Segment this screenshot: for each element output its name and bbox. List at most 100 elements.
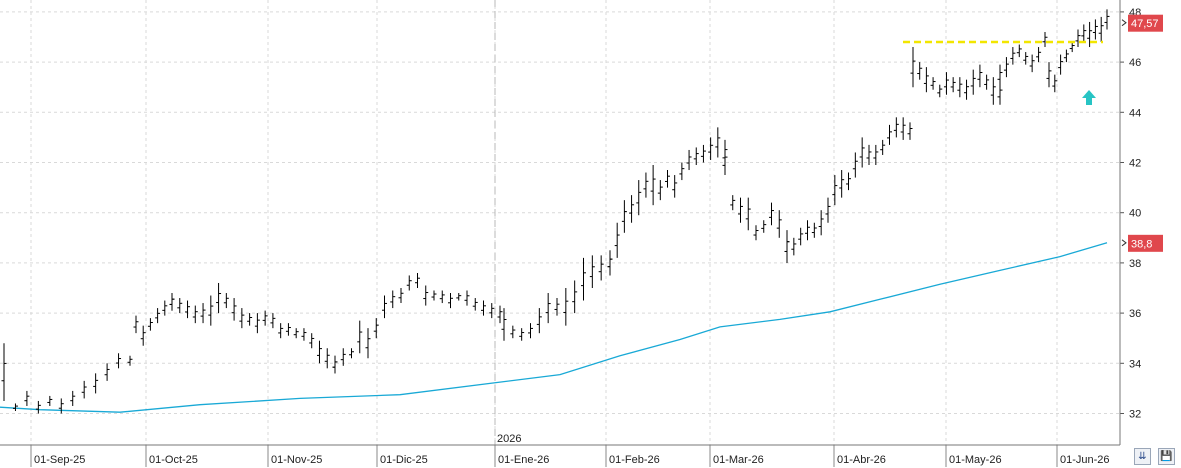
y-tick-label: 38	[1129, 258, 1141, 270]
price-bar	[192, 305, 198, 324]
price-bar	[133, 315, 139, 334]
price-bar	[589, 255, 595, 288]
price-bar	[301, 328, 307, 341]
price-bar	[776, 210, 782, 238]
price-bar	[825, 197, 831, 223]
price-bar	[373, 318, 379, 339]
price-bar	[930, 77, 936, 90]
price-bar	[1003, 57, 1009, 78]
x-tick-label: 01-Nov-25	[271, 454, 322, 466]
price-bar	[598, 255, 604, 281]
y-tick-label: 46	[1129, 57, 1141, 69]
price-bar	[510, 325, 516, 339]
price-bar	[715, 127, 721, 158]
price-bar	[769, 202, 774, 226]
price-bar	[679, 162, 685, 181]
price-bar	[818, 210, 824, 236]
price-bar	[169, 293, 175, 311]
price-bar	[997, 64, 1003, 88]
y-tick-label: 32	[1129, 409, 1141, 421]
price-bar	[708, 137, 714, 160]
price-bar	[839, 170, 845, 198]
price-bar	[406, 275, 412, 291]
price-bar	[607, 250, 613, 276]
price-bar	[254, 313, 260, 334]
price-bar	[798, 227, 804, 246]
scroll-down-button[interactable]: ⇊	[1134, 448, 1151, 465]
price-bar	[887, 124, 892, 145]
x-tick-label: 01-Jun-26	[1060, 454, 1110, 466]
price-bar	[58, 398, 64, 414]
x-tick-label: 01-Sep-25	[34, 454, 85, 466]
y-tick-label: 34	[1129, 358, 1141, 370]
price-bar	[880, 139, 886, 155]
price-bar	[415, 272, 420, 288]
price-bar	[35, 400, 41, 414]
price-bar	[1029, 54, 1035, 73]
price-bar	[472, 298, 478, 311]
price-bar	[162, 300, 168, 316]
price-bar	[24, 390, 30, 406]
price-bar	[686, 149, 692, 171]
y-tick-label: 36	[1129, 308, 1141, 320]
price-bar	[216, 282, 222, 314]
price-bar	[964, 79, 970, 100]
ohlc-bars	[1, 9, 1110, 414]
price-bar	[910, 47, 916, 88]
price-bar	[636, 180, 642, 216]
price-bar	[390, 290, 396, 309]
price-bar	[519, 328, 525, 341]
price-bar	[93, 373, 99, 394]
price-bar	[917, 62, 923, 80]
price-bar	[357, 320, 363, 354]
price-bar	[1092, 19, 1098, 40]
price-bar	[1104, 9, 1110, 30]
price-bar	[643, 172, 649, 198]
price-bar	[1081, 24, 1087, 43]
price-bar	[489, 303, 495, 319]
price-bar	[127, 355, 133, 366]
price-bar	[614, 222, 620, 258]
save-button[interactable]: 💾	[1158, 448, 1175, 465]
price-bar	[285, 323, 291, 336]
price-bar	[545, 293, 551, 324]
tag-background	[1128, 234, 1163, 252]
price-bar	[349, 348, 354, 359]
price-bar	[805, 220, 810, 241]
price-bar	[1063, 49, 1069, 63]
price-bar	[984, 74, 990, 90]
x-tick-label: 01-Oct-25	[149, 454, 198, 466]
price-bar	[147, 318, 153, 331]
tag-pointer	[1121, 19, 1127, 27]
price-bar	[832, 175, 838, 206]
price-bar	[554, 298, 560, 316]
price-bar	[852, 152, 858, 178]
price-bar	[761, 220, 767, 233]
price-bar	[977, 64, 983, 88]
price-bar	[1023, 52, 1029, 65]
price-bar	[200, 303, 206, 324]
price-bar	[481, 300, 486, 316]
price-bar	[937, 84, 943, 98]
moving-average-line	[0, 242, 1108, 413]
price-bar	[340, 348, 346, 366]
tag-pointer	[1121, 239, 1127, 247]
arrow-up-icon	[1082, 90, 1096, 105]
price-bar	[846, 172, 851, 191]
price-bar	[629, 195, 635, 223]
price-bar	[866, 144, 872, 166]
y-tick-label: 42	[1129, 158, 1141, 170]
price-bar	[1016, 44, 1022, 58]
price-bar	[621, 200, 627, 233]
price-bar	[1042, 31, 1048, 48]
price-bar	[439, 290, 445, 304]
price-bar	[12, 403, 18, 411]
price-bar	[722, 147, 728, 176]
price-bar	[528, 323, 533, 339]
year-marker: 2026	[494, 0, 521, 445]
price-bar	[456, 293, 462, 301]
price-bar	[1036, 47, 1042, 63]
price-bar	[859, 137, 865, 168]
price-bar	[398, 288, 404, 304]
